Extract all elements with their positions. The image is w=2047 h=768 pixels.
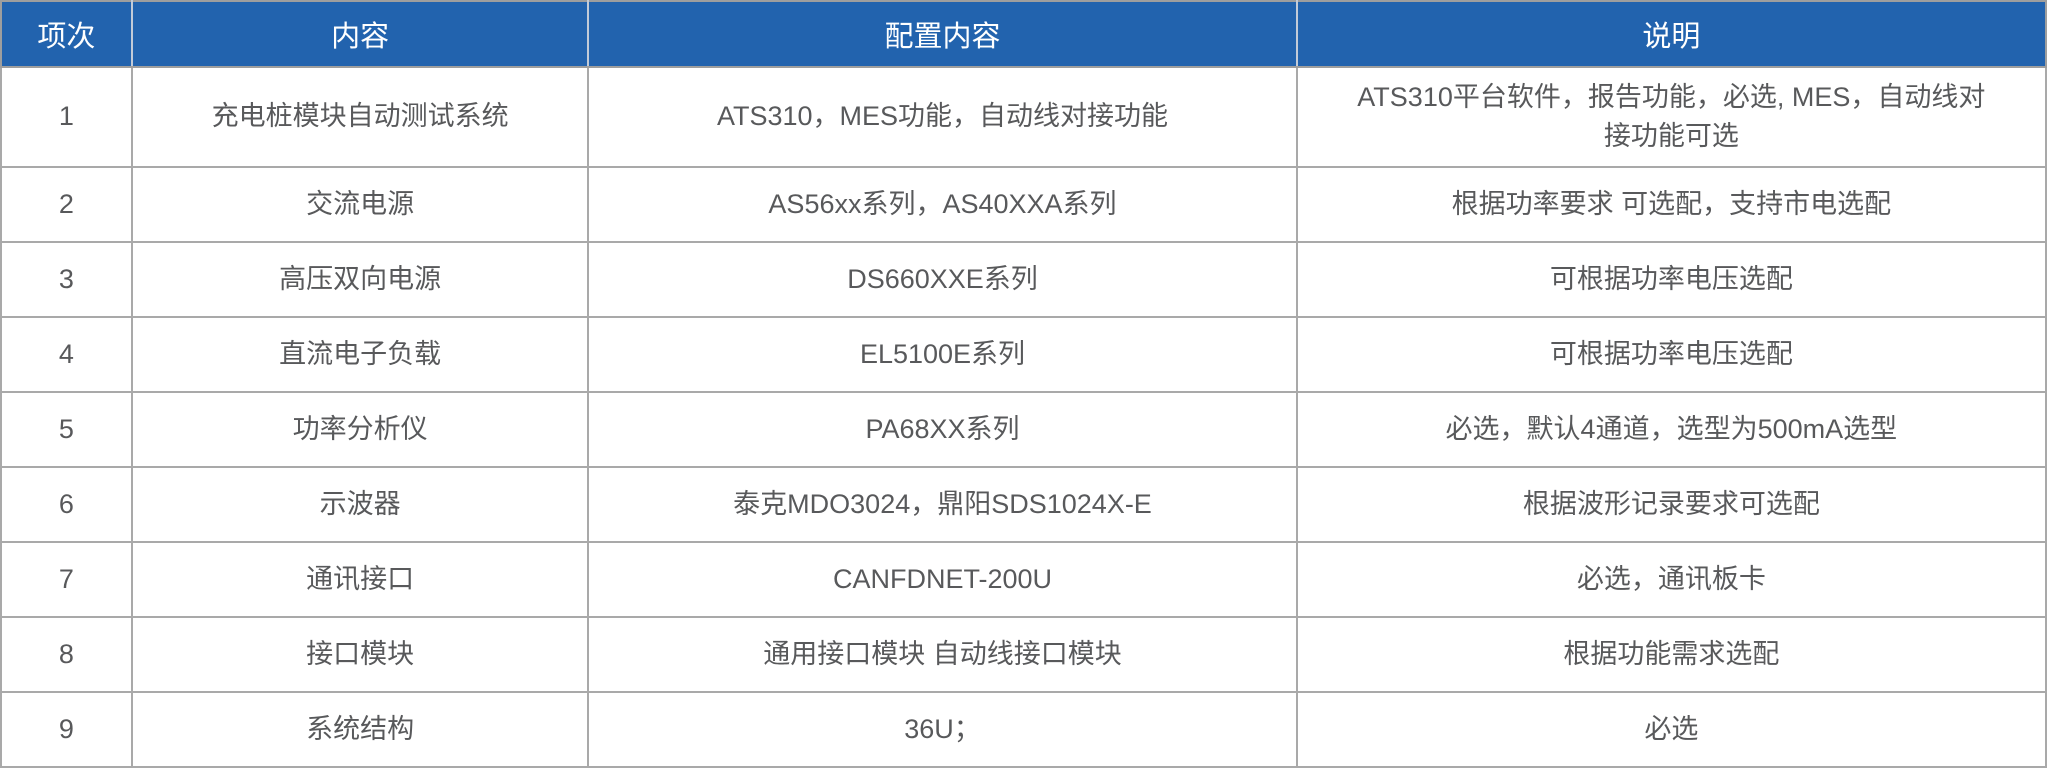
- cell-note-text: 可根据功率电压选配: [1549, 263, 1793, 294]
- cell-config: 通用接口模块 自动线接口模块: [587, 616, 1298, 693]
- cell-config: PA68XX系列: [587, 391, 1298, 468]
- cell-note-text: ATS310平台软件，报告功能，必选, MES，自动线对接功能可选: [1357, 81, 1986, 151]
- cell-config: AS56xx系列，AS40XXA系列: [587, 166, 1298, 243]
- column-header-content: 内容: [130, 1, 589, 68]
- table-row: 5 功率分析仪 PA68XX系列 必选，默认4通道，选型为500mA选型: [0, 391, 2047, 468]
- cell-note: 可根据功率电压选配: [1295, 316, 2047, 393]
- table-header-row: 项次 内容 配置内容 说明: [1, 1, 2046, 68]
- column-header-config: 配置内容: [587, 1, 1297, 68]
- cell-content: 接口模块: [130, 616, 590, 693]
- cell-note: 必选，默认4通道，选型为500mA选型: [1295, 391, 2047, 468]
- cell-note-text: 必选，默认4通道，选型为500mA选型: [1445, 413, 1898, 444]
- cell-content: 充电桩模块自动测试系统: [130, 66, 590, 168]
- cell-item: 3: [0, 241, 133, 318]
- cell-content: 功率分析仪: [130, 391, 590, 468]
- cell-note-text: 根据功率要求 可选配，支持市电选配: [1451, 188, 1892, 219]
- column-header-item: 项次: [1, 1, 132, 68]
- cell-item: 6: [0, 466, 133, 543]
- cell-content: 高压双向电源: [130, 241, 590, 318]
- table-row: 1 充电桩模块自动测试系统 ATS310，MES功能，自动线对接功能 ATS31…: [0, 66, 2047, 168]
- cell-content: 通讯接口: [130, 541, 590, 618]
- cell-config: 泰克MDO3024，鼎阳SDS1024X-E: [587, 466, 1298, 543]
- cell-note: 根据波形记录要求可选配: [1295, 466, 2047, 543]
- table-row: 9 系统结构 36U； 必选: [0, 691, 2047, 768]
- table-row: 3 高压双向电源 DS660XXE系列 可根据功率电压选配: [0, 241, 2047, 318]
- cell-note: 必选: [1295, 691, 2047, 768]
- cell-item: 7: [0, 541, 133, 618]
- cell-config: 36U；: [587, 691, 1298, 768]
- cell-item: 2: [0, 166, 133, 243]
- cell-item: 9: [0, 691, 133, 768]
- table-row: 8 接口模块 通用接口模块 自动线接口模块 根据功能需求选配: [0, 616, 2047, 693]
- table-row: 6 示波器 泰克MDO3024，鼎阳SDS1024X-E 根据波形记录要求可选配: [0, 466, 2047, 543]
- cell-note-text: 根据波形记录要求可选配: [1522, 488, 1820, 519]
- cell-content: 系统结构: [130, 691, 590, 768]
- cell-note: 可根据功率电压选配: [1295, 241, 2047, 318]
- cell-config: EL5100E系列: [587, 316, 1298, 393]
- cell-note: 必选，通讯板卡: [1295, 541, 2047, 618]
- cell-content: 示波器: [130, 466, 590, 543]
- cell-note: 根据功率要求 可选配，支持市电选配: [1295, 166, 2047, 243]
- cell-content: 直流电子负载: [130, 316, 590, 393]
- table-row: 4 直流电子负载 EL5100E系列 可根据功率电压选配: [0, 316, 2047, 393]
- column-header-note: 说明: [1295, 1, 2046, 68]
- cell-item: 8: [0, 616, 133, 693]
- cell-note: ATS310平台软件，报告功能，必选, MES，自动线对接功能可选: [1295, 66, 2047, 168]
- cell-note: 根据功能需求选配: [1295, 616, 2047, 693]
- cell-item: 4: [0, 316, 133, 393]
- cell-item: 5: [0, 391, 133, 468]
- cell-config: DS660XXE系列: [587, 241, 1298, 318]
- cell-config: ATS310，MES功能，自动线对接功能: [587, 66, 1298, 168]
- cell-note-text: 必选，通讯板卡: [1576, 563, 1766, 594]
- table-row: 7 通讯接口 CANFDNET-200U 必选，通讯板卡: [0, 541, 2047, 618]
- cell-note-text: 必选: [1644, 713, 1699, 744]
- table-row: 2 交流电源 AS56xx系列，AS40XXA系列 根据功率要求 可选配，支持市…: [0, 166, 2047, 243]
- cell-note-text: 根据功能需求选配: [1563, 638, 1780, 669]
- cell-item: 1: [0, 66, 133, 168]
- cell-note-text: 可根据功率电压选配: [1549, 338, 1793, 369]
- cell-config: CANFDNET-200U: [587, 541, 1298, 618]
- cell-content: 交流电源: [130, 166, 590, 243]
